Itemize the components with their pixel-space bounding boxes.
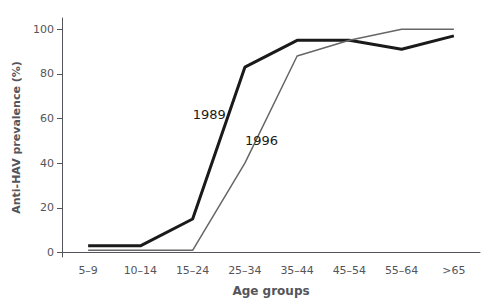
svg-text:40: 40	[40, 157, 54, 170]
svg-text:25–34: 25–34	[228, 264, 262, 277]
svg-text:60: 60	[40, 112, 54, 125]
svg-text:15–24: 15–24	[176, 264, 210, 277]
svg-text:1989: 1989	[193, 107, 226, 122]
svg-text:5–9: 5–9	[78, 264, 98, 277]
svg-text:80: 80	[40, 67, 54, 80]
svg-text:35–44: 35–44	[280, 264, 314, 277]
svg-text:>65: >65	[442, 264, 465, 277]
svg-text:20: 20	[40, 201, 54, 214]
svg-text:55–64: 55–64	[385, 264, 419, 277]
svg-text:100: 100	[33, 23, 54, 36]
svg-text:45–54: 45–54	[333, 264, 367, 277]
svg-text:10–14: 10–14	[124, 264, 158, 277]
svg-text:Age groups: Age groups	[232, 284, 309, 298]
svg-text:0: 0	[47, 246, 54, 259]
svg-text:1996: 1996	[245, 133, 278, 148]
svg-text:Anti-HAV prevalence (%): Anti-HAV prevalence (%)	[10, 61, 23, 214]
